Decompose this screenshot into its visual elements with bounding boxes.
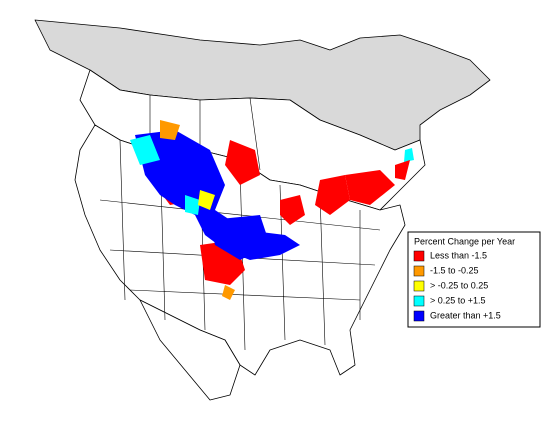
legend-label: > -0.25 to 0.25 bbox=[430, 280, 488, 290]
land bbox=[34, 19, 491, 401]
range-area bbox=[210, 215, 270, 260]
legend-label: -1.5 to -0.25 bbox=[430, 265, 479, 275]
range-area bbox=[130, 135, 160, 165]
range-area bbox=[225, 140, 260, 185]
range-area bbox=[395, 160, 410, 180]
legend-swatch bbox=[413, 250, 425, 262]
range-area bbox=[185, 195, 200, 215]
legend-swatch bbox=[413, 265, 425, 277]
legend-label: > 0.25 to +1.5 bbox=[430, 295, 486, 305]
range-area bbox=[198, 190, 215, 210]
legend-title: Percent Change per Year bbox=[414, 236, 515, 246]
legend-swatch bbox=[413, 280, 425, 292]
legend-swatch bbox=[413, 310, 425, 322]
legend: Percent Change per Year Less than -1.5 -1… bbox=[407, 231, 541, 328]
range-area bbox=[315, 175, 350, 215]
population-change-areas bbox=[130, 120, 414, 300]
range-area bbox=[280, 195, 305, 225]
legend-label: Less than -1.5 bbox=[430, 250, 487, 260]
legend-items: Less than -1.5 -1.5 to -0.25 > -0.25 to 0.… bbox=[413, 250, 501, 322]
range-area bbox=[404, 148, 414, 162]
range-area bbox=[222, 285, 235, 300]
range-area bbox=[345, 170, 395, 205]
range-area bbox=[135, 130, 300, 260]
range-area bbox=[160, 120, 180, 140]
legend-label: Greater than +1.5 bbox=[430, 310, 501, 320]
legend-box bbox=[407, 231, 541, 328]
mexico bbox=[139, 299, 241, 401]
legend-swatch bbox=[413, 295, 425, 307]
